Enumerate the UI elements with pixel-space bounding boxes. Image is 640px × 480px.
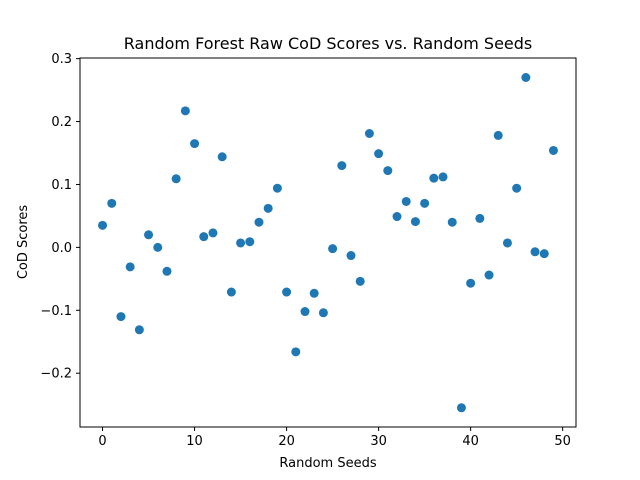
y-tick-label: 0.1 — [51, 178, 72, 193]
data-point — [337, 161, 347, 171]
data-point — [153, 242, 163, 252]
data-point — [282, 287, 292, 297]
data-point — [447, 217, 457, 227]
x-tick-label: 0 — [98, 434, 106, 449]
data-point — [539, 249, 549, 259]
data-point — [346, 251, 356, 261]
data-point — [217, 152, 227, 162]
data-point — [245, 237, 255, 247]
x-tick-label: 20 — [278, 434, 295, 449]
data-point — [438, 172, 448, 182]
plot-area: 0 10 20 30 40 50 −0.2 −0.1 0.0 0.1 0.2 0.3 — [40, 52, 577, 449]
data-point — [180, 106, 190, 116]
y-tick-label: 0.3 — [51, 52, 72, 67]
data-point — [383, 166, 393, 176]
y-tick-label: −0.2 — [40, 367, 72, 382]
data-point — [309, 288, 319, 298]
data-point — [98, 220, 108, 230]
data-point — [300, 307, 310, 317]
y-tick-label: 0.2 — [51, 115, 72, 130]
y-tick-label: −0.1 — [40, 304, 72, 319]
data-point — [392, 212, 402, 222]
data-point — [199, 232, 209, 242]
data-point — [530, 247, 540, 257]
x-tick-label: 40 — [462, 434, 479, 449]
x-tick-label: 10 — [186, 434, 203, 449]
x-axis-title: Random Seeds — [279, 456, 376, 471]
data-point — [475, 213, 485, 223]
data-point — [456, 403, 466, 413]
data-point — [374, 149, 384, 159]
data-point — [263, 203, 273, 213]
data-point — [364, 128, 374, 138]
data-point — [254, 217, 264, 227]
data-point — [420, 198, 430, 208]
y-axis-title: CoD Scores — [16, 205, 31, 280]
data-point — [401, 196, 411, 206]
axes-frame — [79, 57, 577, 428]
data-point — [116, 312, 126, 322]
data-point — [291, 347, 301, 357]
data-point — [134, 325, 144, 335]
data-point — [484, 270, 494, 280]
data-point — [226, 287, 236, 297]
data-point — [493, 130, 503, 140]
data-point — [548, 145, 558, 155]
data-point — [512, 183, 522, 193]
data-point — [208, 228, 218, 238]
data-point — [162, 266, 172, 276]
data-point — [429, 173, 439, 183]
data-point — [318, 308, 328, 318]
data-point — [144, 230, 154, 240]
data-point — [236, 238, 246, 248]
data-point — [171, 174, 181, 184]
x-tick-label: 50 — [554, 434, 571, 449]
chart-title: Random Forest Raw CoD Scores vs. Random … — [124, 34, 533, 53]
data-point — [190, 139, 200, 149]
data-point — [107, 198, 117, 208]
data-point — [125, 262, 135, 272]
data-point — [328, 244, 338, 254]
data-point — [272, 183, 282, 193]
data-point — [355, 276, 365, 286]
y-tick-label: 0.0 — [51, 241, 72, 256]
data-point — [410, 217, 420, 227]
data-point — [502, 238, 512, 248]
data-point — [466, 278, 476, 288]
data-point — [521, 73, 531, 83]
x-tick-label: 30 — [370, 434, 387, 449]
